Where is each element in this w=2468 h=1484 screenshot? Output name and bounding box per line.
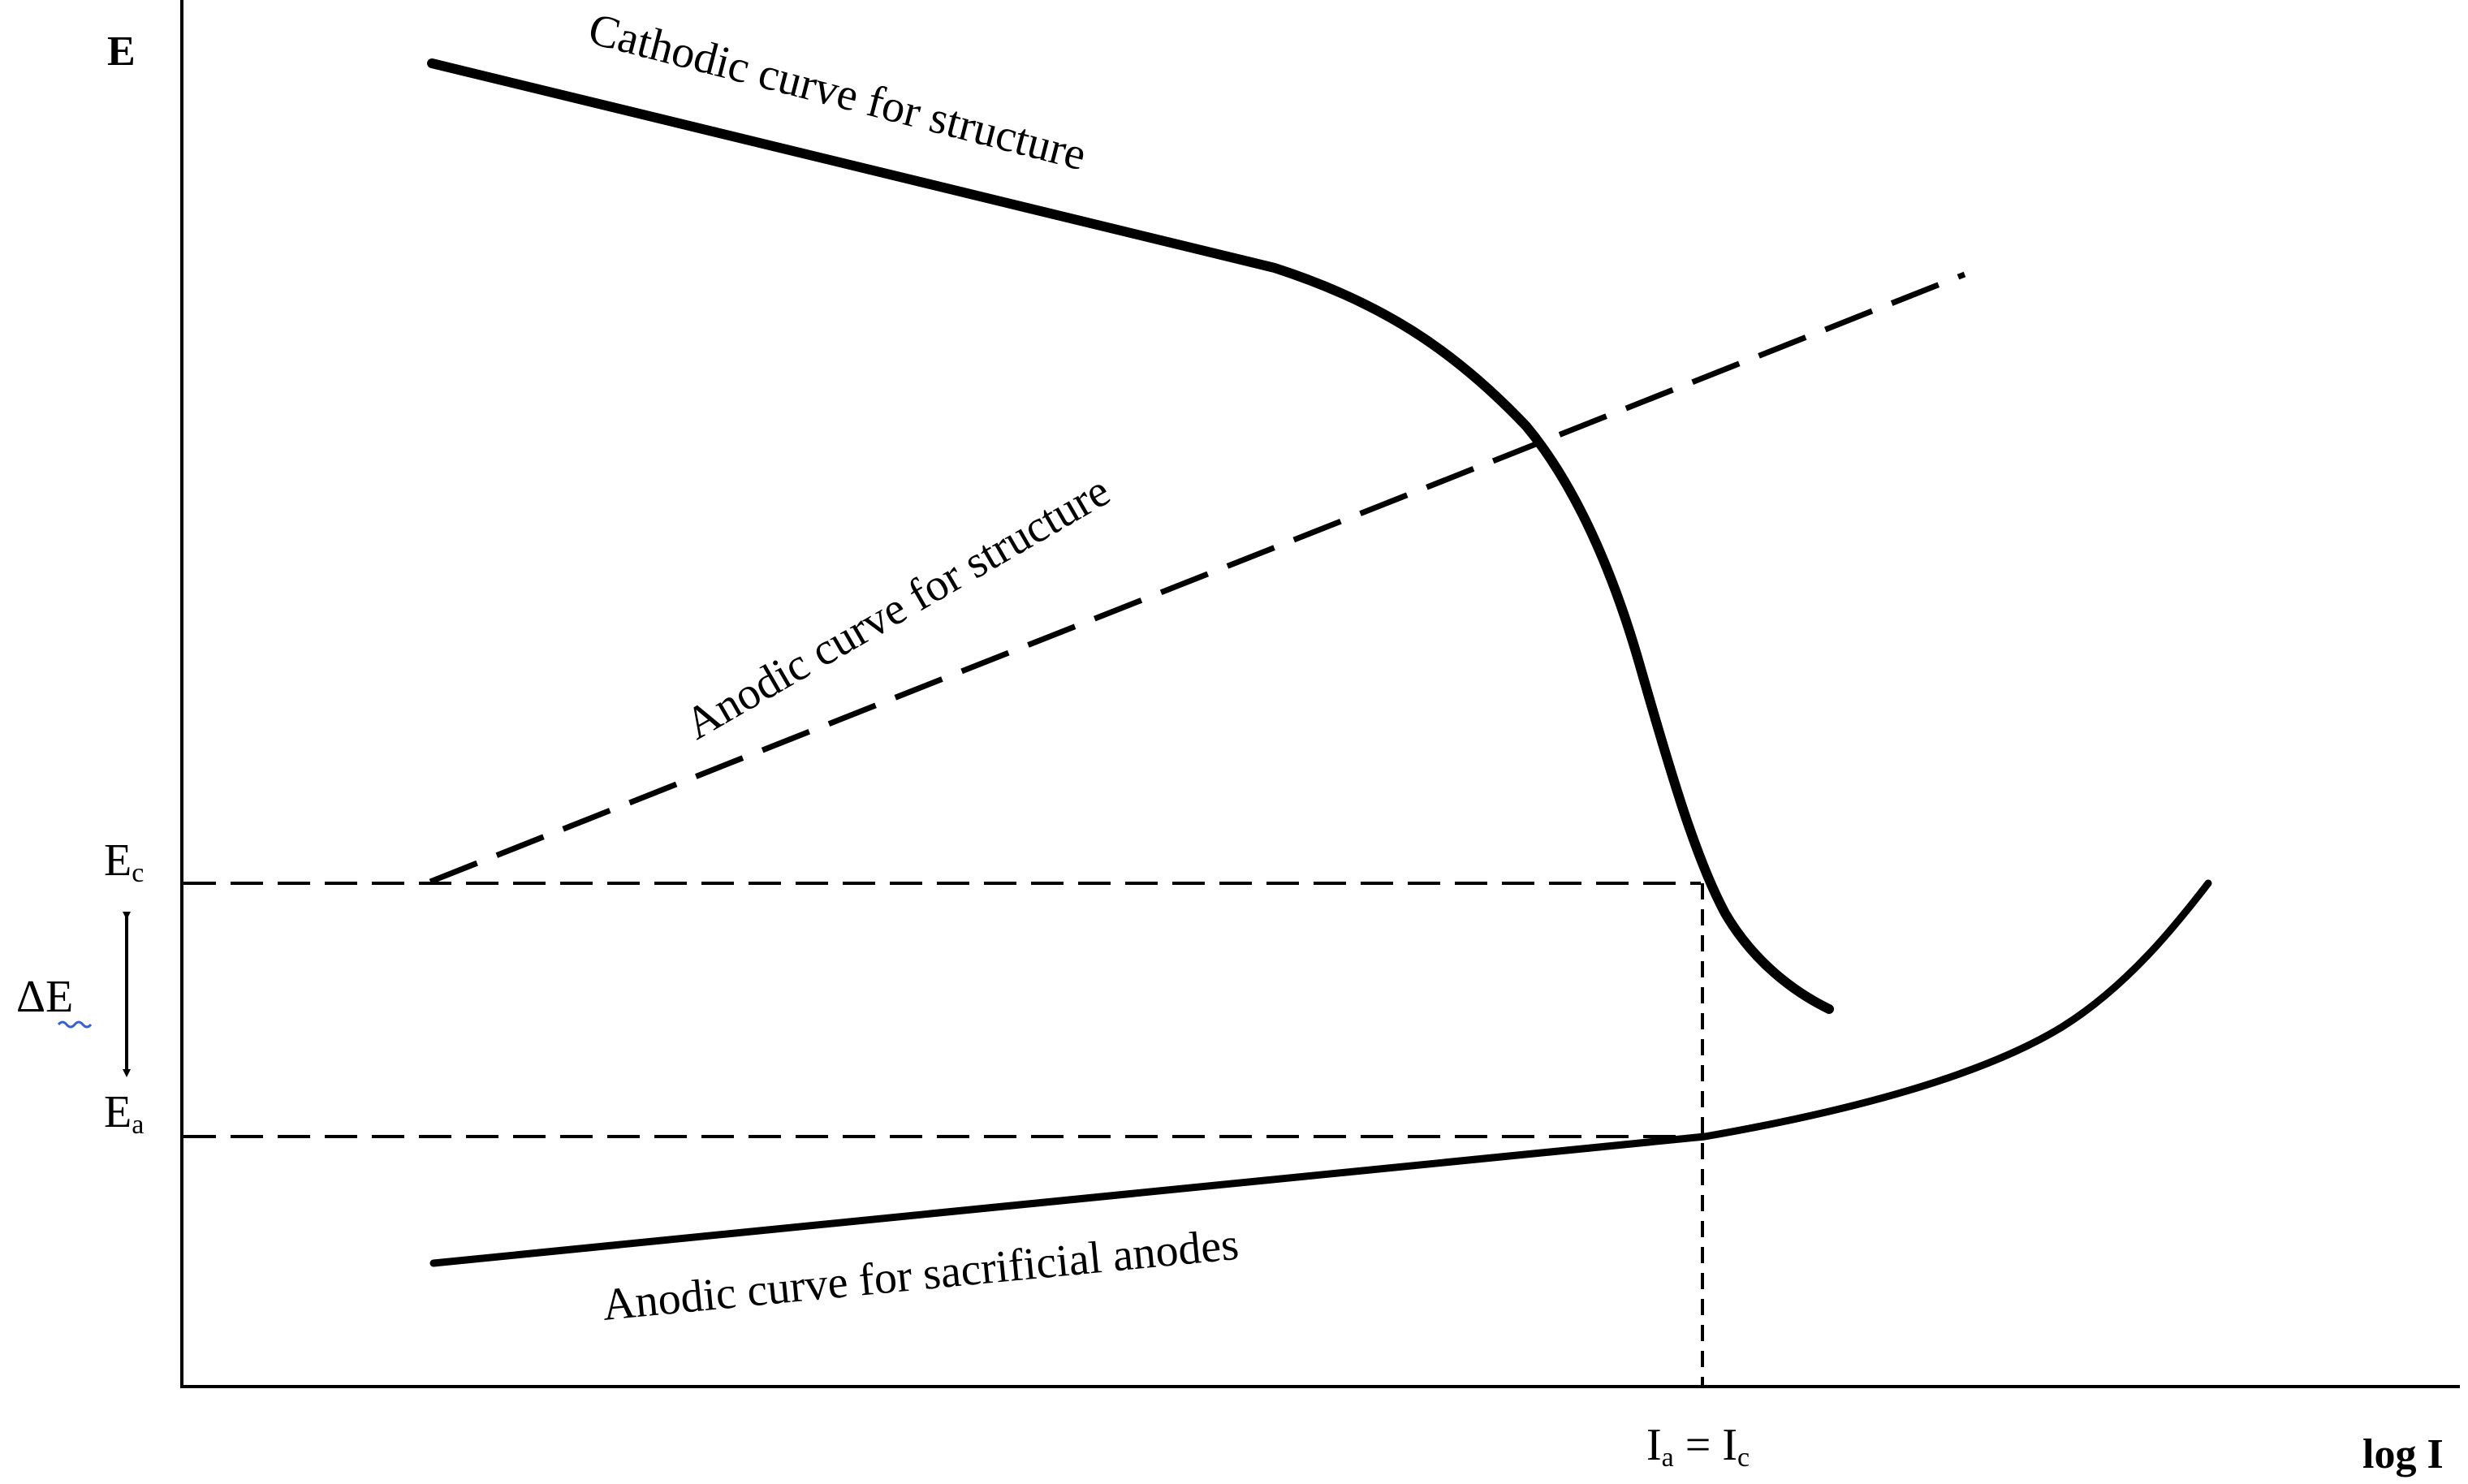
- y-axis-label: E: [107, 28, 136, 75]
- cathodic-structure-curve: [427, 58, 1834, 1014]
- x-axis-label: log I: [2362, 1431, 2444, 1478]
- cathodic-structure-label: Cathodic curve for structure: [584, 4, 1091, 181]
- anodic-structure-label: Anodic curve for structure: [677, 465, 1119, 749]
- ea-label: Ea: [104, 1087, 144, 1140]
- ec-label: Ec: [104, 835, 144, 888]
- anodic-sacrificial-curve: [429, 879, 2212, 1267]
- delta-e-label: ΔE: [16, 972, 73, 1022]
- spellcheck-squiggle: [57, 1020, 93, 1029]
- current-equality-label: Ia = Ic: [1646, 1420, 1750, 1473]
- anodic-structure-curve: [429, 271, 1966, 885]
